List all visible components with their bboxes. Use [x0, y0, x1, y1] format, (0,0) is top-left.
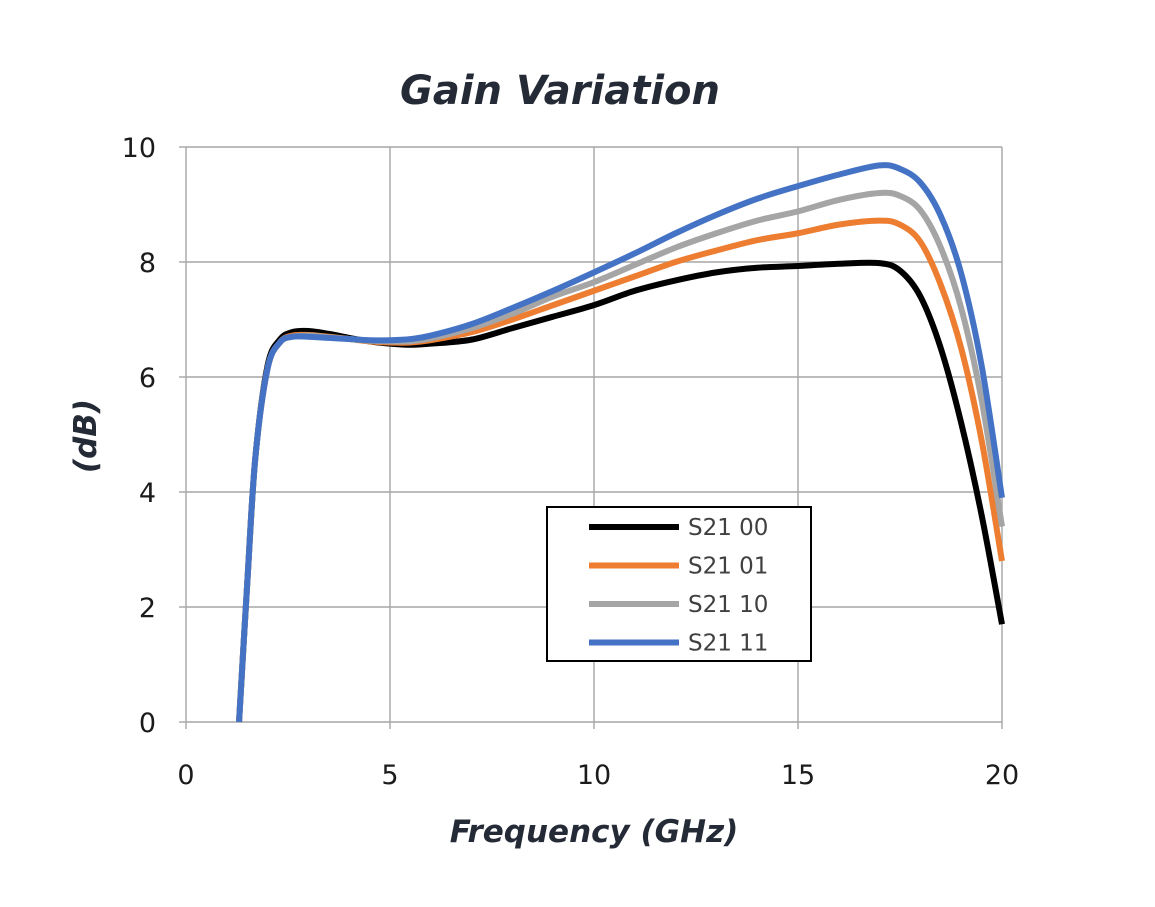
x-tick-label: 5	[381, 760, 398, 791]
x-axis-title: Frequency (GHz)	[450, 814, 739, 850]
x-tick-label: 0	[177, 760, 194, 791]
legend-label-s21-00: S21 00	[688, 515, 768, 541]
y-axis-ticks: 0 2 4 6 8 10	[122, 133, 156, 739]
y-tick-label: 4	[139, 478, 156, 509]
legend: S21 00 S21 01 S21 10 S21 11	[546, 506, 812, 662]
x-tick-label: 20	[985, 760, 1019, 791]
legend-label-s21-01: S21 01	[688, 554, 768, 580]
series-line-s21-11	[236, 162, 1005, 723]
chart-title: Gain Variation	[400, 68, 720, 114]
legend-label-s21-10: S21 10	[688, 592, 768, 618]
x-axis-ticks: 0 5 10 15 20	[177, 760, 1019, 791]
x-tick-label: 15	[781, 760, 815, 791]
y-tick-label: 10	[122, 133, 156, 164]
y-tick-label: 0	[139, 708, 156, 739]
y-tick-label: 6	[139, 363, 156, 394]
y-axis-title: (dB)	[68, 399, 104, 473]
y-tick-label: 2	[139, 593, 156, 624]
x-tick-label: 10	[577, 760, 611, 791]
legend-box	[546, 506, 812, 662]
series-group	[236, 162, 1005, 723]
legend-label-s21-11: S21 11	[688, 631, 768, 657]
y-tick-label: 8	[139, 248, 156, 279]
